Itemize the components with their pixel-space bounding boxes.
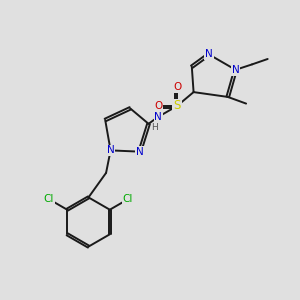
Text: N: N: [136, 147, 144, 157]
Text: N: N: [205, 50, 213, 59]
Text: Cl: Cl: [123, 194, 133, 204]
Text: N: N: [154, 112, 162, 122]
Text: N: N: [107, 146, 114, 155]
Text: O: O: [173, 82, 181, 92]
Text: S: S: [173, 100, 181, 112]
Text: O: O: [154, 101, 163, 111]
Text: H: H: [152, 123, 158, 132]
Text: N: N: [232, 65, 239, 75]
Text: Cl: Cl: [44, 194, 54, 204]
